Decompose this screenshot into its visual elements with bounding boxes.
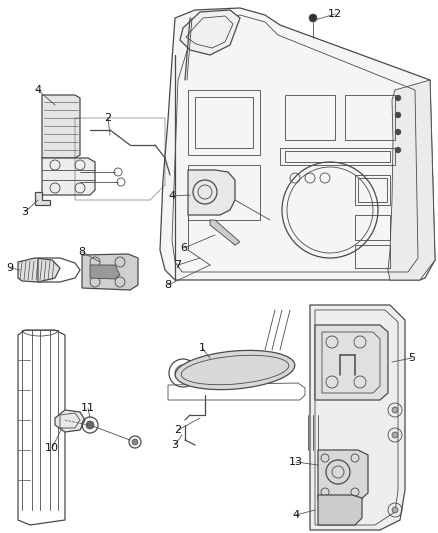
Polygon shape [210, 220, 240, 245]
Polygon shape [35, 192, 50, 205]
Text: 3: 3 [21, 207, 28, 217]
Circle shape [392, 407, 398, 413]
Circle shape [395, 112, 401, 118]
Text: 2: 2 [174, 425, 182, 435]
Polygon shape [388, 80, 435, 280]
Polygon shape [82, 254, 138, 290]
Text: 4: 4 [35, 85, 42, 95]
Circle shape [395, 129, 401, 135]
Circle shape [395, 95, 401, 101]
Text: 8: 8 [78, 247, 85, 257]
Text: 6: 6 [180, 243, 187, 253]
Text: 11: 11 [81, 403, 95, 413]
Circle shape [309, 14, 317, 22]
Text: 4: 4 [169, 191, 176, 201]
Circle shape [86, 421, 94, 429]
Polygon shape [188, 170, 235, 215]
Text: 1: 1 [198, 343, 205, 353]
Text: 2: 2 [104, 113, 112, 123]
Text: 10: 10 [45, 443, 59, 453]
Circle shape [132, 439, 138, 445]
Text: 8: 8 [164, 280, 172, 290]
Text: 12: 12 [328, 9, 342, 19]
Polygon shape [160, 8, 435, 280]
Text: 9: 9 [7, 263, 14, 273]
Text: 5: 5 [409, 353, 416, 363]
Polygon shape [318, 450, 368, 500]
Ellipse shape [175, 350, 295, 390]
Circle shape [392, 432, 398, 438]
Text: 7: 7 [174, 260, 182, 270]
Text: 4: 4 [293, 510, 300, 520]
Circle shape [395, 147, 401, 153]
Polygon shape [55, 410, 85, 432]
Polygon shape [318, 495, 362, 525]
Text: 3: 3 [172, 440, 179, 450]
Polygon shape [310, 305, 405, 530]
Polygon shape [18, 258, 60, 282]
Text: 13: 13 [289, 457, 303, 467]
Polygon shape [180, 10, 240, 55]
Circle shape [392, 507, 398, 513]
Polygon shape [42, 95, 80, 158]
Polygon shape [42, 158, 95, 195]
Polygon shape [90, 265, 120, 279]
Polygon shape [315, 325, 388, 400]
